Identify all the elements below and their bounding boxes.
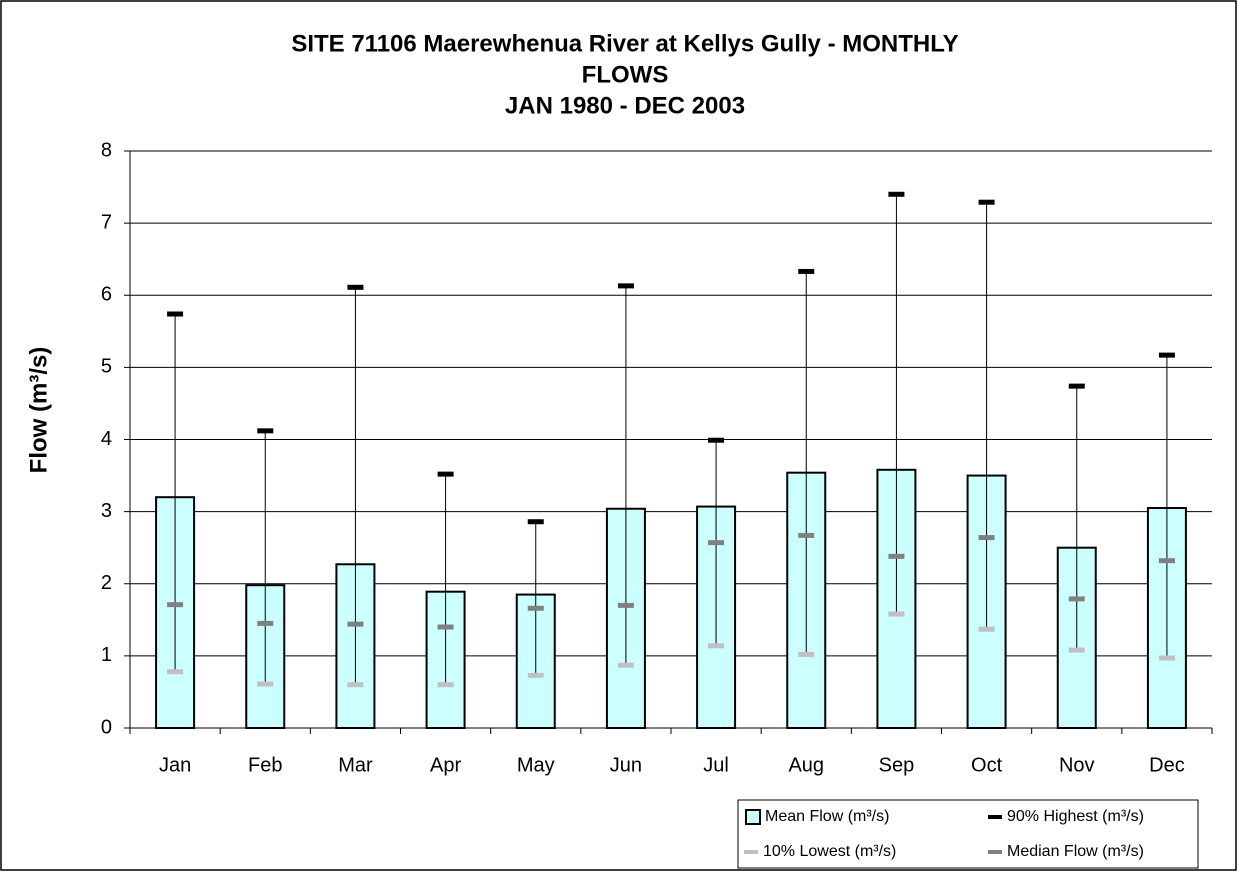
legend-swatch xyxy=(744,850,758,854)
y-tick-label: 3 xyxy=(101,500,112,522)
x-tick-label: Aug xyxy=(788,754,824,776)
legend-label: Median Flow (m³/s) xyxy=(1007,843,1144,860)
x-tick-label: Mar xyxy=(338,754,373,776)
marker xyxy=(437,682,454,688)
legend-label: Mean Flow (m³/s) xyxy=(765,808,889,825)
marker xyxy=(347,682,364,688)
marker xyxy=(1158,352,1175,358)
marker xyxy=(978,626,995,632)
marker xyxy=(978,199,995,205)
marker xyxy=(708,437,725,443)
y-tick-label: 1 xyxy=(101,644,112,666)
x-tick-label: Jul xyxy=(703,754,729,776)
marker xyxy=(1068,596,1085,602)
marker xyxy=(257,428,274,434)
marker xyxy=(1068,647,1085,653)
marker xyxy=(257,620,274,626)
marker xyxy=(798,651,815,657)
x-tick-label: Jan xyxy=(159,754,191,776)
x-tick-label: Feb xyxy=(248,754,282,776)
chart-title: FLOWS xyxy=(582,61,669,88)
marker xyxy=(1158,655,1175,661)
legend-swatch xyxy=(988,850,1002,854)
marker xyxy=(347,284,364,290)
x-tick-label: Dec xyxy=(1149,754,1185,776)
legend-label: 10% Lowest (m³/s) xyxy=(763,843,896,860)
legend-swatch xyxy=(988,815,1002,819)
marker xyxy=(1158,558,1175,564)
x-tick-label: May xyxy=(517,754,555,776)
marker xyxy=(167,311,184,317)
marker xyxy=(257,681,274,687)
marker xyxy=(437,624,454,630)
marker xyxy=(798,268,815,274)
marker xyxy=(888,553,905,559)
marker xyxy=(978,535,995,541)
chart-title: JAN 1980 - DEC 2003 xyxy=(505,92,745,119)
marker xyxy=(167,669,184,675)
marker xyxy=(888,191,905,197)
legend-box xyxy=(737,799,1199,869)
marker xyxy=(617,283,634,289)
marker xyxy=(1068,383,1085,389)
legend-swatch xyxy=(745,809,761,825)
marker xyxy=(617,662,634,668)
x-tick-label: Nov xyxy=(1059,754,1095,776)
marker xyxy=(527,672,544,678)
x-tick-label: Jun xyxy=(610,754,642,776)
marker xyxy=(708,540,725,546)
marker xyxy=(167,602,184,608)
marker xyxy=(798,532,815,538)
marker xyxy=(437,471,454,477)
marker xyxy=(888,611,905,617)
y-tick-label: 4 xyxy=(101,428,112,450)
legend-label: 90% Highest (m³/s) xyxy=(1007,808,1144,825)
marker xyxy=(347,621,364,627)
x-tick-label: Oct xyxy=(971,754,1003,776)
x-tick-label: Sep xyxy=(879,754,915,776)
marker xyxy=(527,519,544,525)
x-tick-label: Apr xyxy=(430,754,461,776)
marker xyxy=(617,602,634,608)
y-tick-label: 7 xyxy=(101,211,112,233)
y-tick-label: 5 xyxy=(101,356,112,378)
marker xyxy=(527,605,544,611)
marker xyxy=(708,643,725,649)
y-tick-label: 6 xyxy=(101,284,112,306)
y-axis-title: Flow (m³/s) xyxy=(25,347,52,474)
y-tick-label: 8 xyxy=(101,139,112,161)
chart-title: SITE 71106 Maerewhenua River at Kellys G… xyxy=(291,30,958,57)
y-tick-label: 2 xyxy=(101,572,112,594)
y-tick-label: 0 xyxy=(101,716,112,738)
